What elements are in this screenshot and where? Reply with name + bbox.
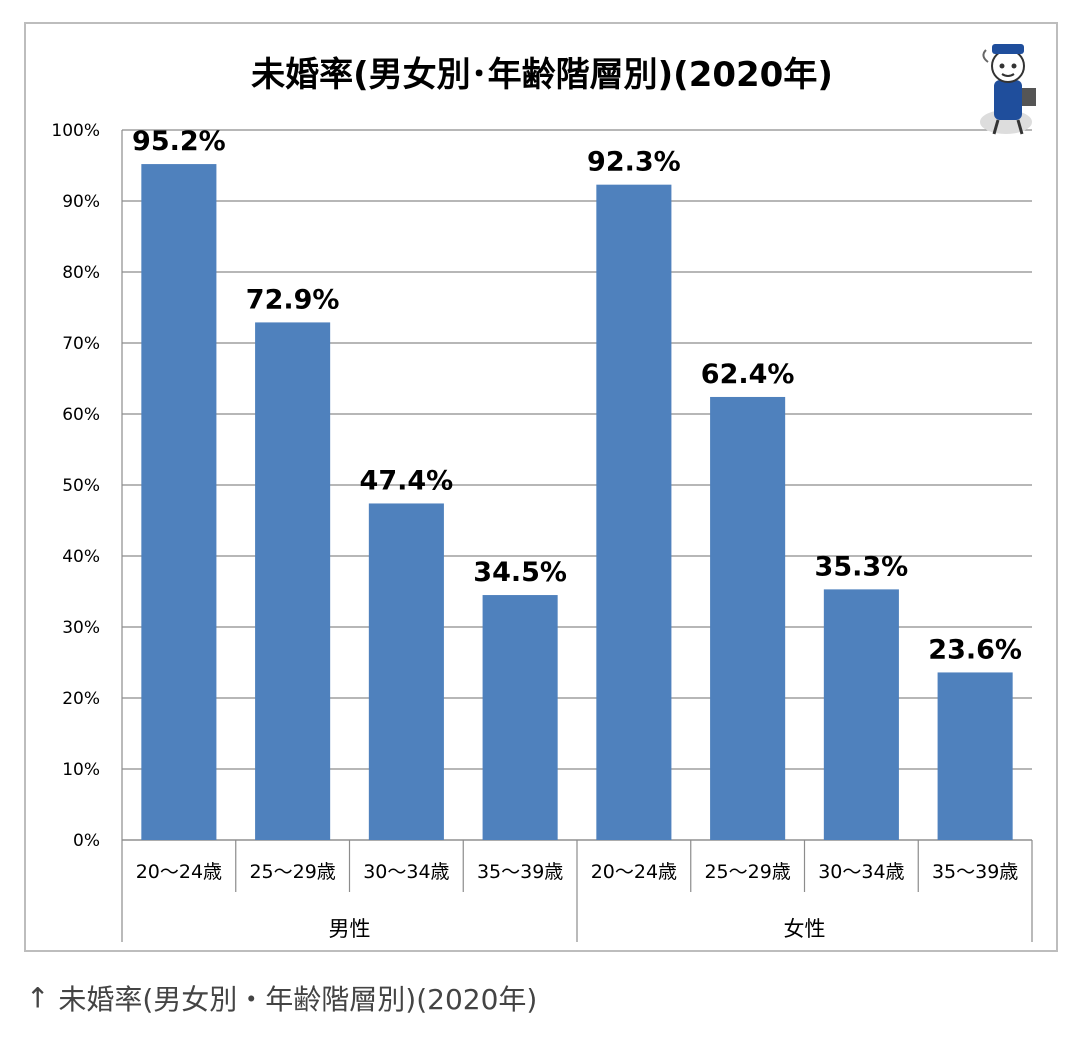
data-label: 92.3% bbox=[587, 147, 681, 178]
y-tick-label: 20% bbox=[62, 689, 100, 709]
x-tick-label: 20～24歳 bbox=[136, 861, 222, 883]
bar-chart: 未婚率(男女別･年齢階層別)(2020年) 0% 10% 20% 30% 40% 50% 6… bbox=[51, 44, 1036, 942]
up-arrow-icon: ↑ bbox=[26, 981, 50, 1015]
data-label: 34.5% bbox=[473, 557, 567, 588]
caption-text: 未婚率(男女別・年齢階層別)(2020年) bbox=[58, 983, 538, 1016]
bar bbox=[482, 595, 558, 840]
data-label: 72.9% bbox=[246, 284, 340, 315]
y-tick-label: 40% bbox=[62, 547, 100, 567]
y-tick-label: 30% bbox=[62, 618, 100, 638]
y-tick-label: 0% bbox=[73, 831, 100, 851]
bar bbox=[368, 503, 444, 840]
bar bbox=[937, 672, 1013, 840]
figure-caption: ↑ 未婚率(男女別・年齢階層別)(2020年) bbox=[26, 978, 537, 1018]
bar bbox=[141, 164, 217, 840]
bar bbox=[596, 184, 672, 841]
data-label: 35.3% bbox=[815, 551, 909, 582]
bar bbox=[255, 322, 331, 840]
y-tick-label: 50% bbox=[62, 476, 100, 496]
y-tick-label: 80% bbox=[62, 263, 100, 283]
data-label: 95.2% bbox=[132, 126, 226, 157]
bar bbox=[823, 589, 899, 840]
x-tick-label: 30～34歳 bbox=[818, 861, 904, 883]
bar bbox=[710, 396, 786, 840]
data-label: 23.6% bbox=[928, 634, 1022, 665]
y-tick-label: 100% bbox=[51, 121, 100, 141]
x-tick-label: 25～29歳 bbox=[704, 861, 790, 883]
data-label: 47.4% bbox=[360, 465, 454, 496]
group-label: 女性 bbox=[784, 917, 826, 941]
data-label: 62.4% bbox=[701, 359, 795, 390]
mascot-icon bbox=[980, 44, 1036, 135]
y-tick-label: 10% bbox=[62, 760, 100, 780]
x-tick-label: 35～39歳 bbox=[477, 861, 563, 883]
y-tick-label: 90% bbox=[62, 192, 100, 212]
group-label: 男性 bbox=[329, 917, 371, 941]
y-tick-label: 60% bbox=[62, 405, 100, 425]
x-tick-label: 25～29歳 bbox=[249, 861, 335, 883]
y-tick-label: 70% bbox=[62, 334, 100, 354]
x-tick-label: 35～39歳 bbox=[932, 861, 1018, 883]
x-tick-label: 20～24歳 bbox=[591, 861, 677, 883]
chart-frame: 未婚率(男女別･年齢階層別)(2020年) 0% 10% 20% 30% 40% 50% 6… bbox=[24, 22, 1058, 952]
chart-title: 未婚率(男女別･年齢階層別)(2020年) bbox=[251, 55, 833, 95]
x-tick-label: 30～34歳 bbox=[363, 861, 449, 883]
